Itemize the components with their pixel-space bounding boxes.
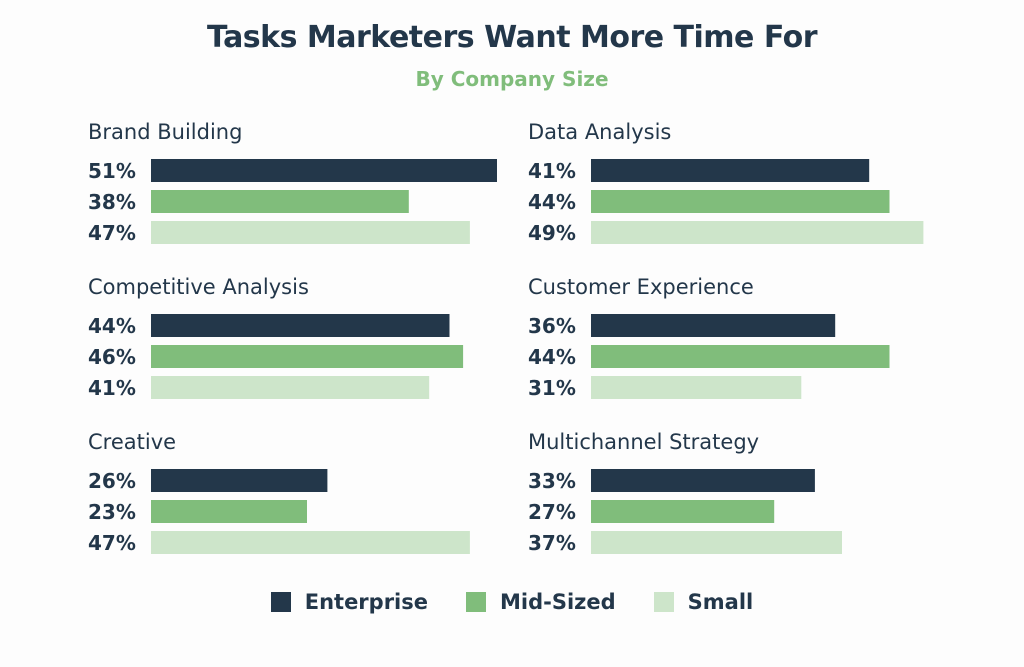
legend-swatch-small — [653, 592, 674, 612]
category-label-data-analysis: Data Analysis — [528, 120, 671, 144]
bar-multichannel-strategy-mid-sized — [591, 500, 775, 523]
value-label-creative-small: 47% — [88, 531, 136, 555]
category-label-brand-building: Brand Building — [88, 120, 242, 144]
panel-competitive-analysis: Competitive Analysis 44% 46% 41% — [88, 275, 464, 400]
value-label-competitive-analysis-mid-sized: 46% — [88, 345, 136, 369]
value-label-competitive-analysis-enterprise: 44% — [88, 314, 136, 338]
bar-multichannel-strategy-small — [591, 531, 842, 554]
legend-swatch-enterprise — [270, 592, 291, 612]
category-label-competitive-analysis: Competitive Analysis — [88, 275, 309, 299]
bar-competitive-analysis-small — [151, 376, 430, 399]
legend-label-small: Small — [687, 590, 754, 614]
panel-brand-building: Brand Building 51% 38% 47% — [88, 120, 497, 245]
bar-competitive-analysis-mid-sized — [151, 345, 464, 368]
bar-creative-enterprise — [151, 469, 328, 492]
panel-multichannel-strategy: Multichannel Strategy 33% 27% 37% — [528, 430, 842, 555]
bar-data-analysis-mid-sized — [591, 190, 890, 213]
legend-label-enterprise: Enterprise — [304, 590, 428, 614]
value-label-competitive-analysis-small: 41% — [88, 376, 136, 400]
category-label-customer-experience: Customer Experience — [528, 275, 754, 299]
value-label-multichannel-strategy-enterprise: 33% — [528, 469, 576, 493]
legend-item-enterprise: Enterprise — [270, 590, 428, 614]
panel-data-analysis: Data Analysis 41% 44% 49% — [528, 120, 924, 245]
value-label-brand-building-mid-sized: 38% — [88, 190, 136, 214]
panel-customer-experience: Customer Experience 36% 44% 31% — [528, 275, 890, 400]
value-label-brand-building-small: 47% — [88, 221, 136, 245]
bar-creative-small — [151, 531, 470, 554]
bar-brand-building-small — [151, 221, 470, 244]
legend-item-mid-sized: Mid-Sized — [466, 590, 616, 614]
chart-subtitle: By Company Size — [415, 67, 609, 91]
value-label-data-analysis-mid-sized: 44% — [528, 190, 576, 214]
value-label-customer-experience-mid-sized: 44% — [528, 345, 576, 369]
value-label-multichannel-strategy-mid-sized: 27% — [528, 500, 576, 524]
bar-customer-experience-mid-sized — [591, 345, 890, 368]
value-label-creative-mid-sized: 23% — [88, 500, 136, 524]
value-label-data-analysis-small: 49% — [528, 221, 576, 245]
category-label-multichannel-strategy: Multichannel Strategy — [528, 430, 759, 454]
panel-creative: Creative 26% 23% 47% — [88, 430, 470, 555]
bar-multichannel-strategy-enterprise — [591, 469, 815, 492]
legend: Enterprise Mid-Sized Small — [0, 590, 1024, 614]
value-label-multichannel-strategy-small: 37% — [528, 531, 576, 555]
chart-title: Tasks Marketers Want More Time For — [206, 20, 818, 55]
bar-customer-experience-small — [591, 376, 802, 399]
value-label-brand-building-enterprise: 51% — [88, 159, 136, 183]
category-label-creative: Creative — [88, 430, 176, 454]
legend-item-small: Small — [653, 590, 754, 614]
legend-label-mid-sized: Mid-Sized — [500, 590, 616, 614]
legend-swatch-mid-sized — [466, 592, 486, 612]
bar-creative-mid-sized — [151, 500, 307, 523]
chart-area: Brand Building 51% 38% 47% Data Analysis 41% 4… — [88, 120, 924, 555]
bar-brand-building-enterprise — [151, 159, 497, 182]
bar-competitive-analysis-enterprise — [151, 314, 450, 337]
value-label-creative-enterprise: 26% — [88, 469, 136, 493]
value-label-customer-experience-enterprise: 36% — [528, 314, 576, 338]
value-label-customer-experience-small: 31% — [528, 376, 576, 400]
bar-data-analysis-small — [591, 221, 924, 244]
bar-data-analysis-enterprise — [591, 159, 870, 182]
value-label-data-analysis-enterprise: 41% — [528, 159, 576, 183]
bar-customer-experience-enterprise — [591, 314, 836, 337]
bar-brand-building-mid-sized — [151, 190, 409, 213]
